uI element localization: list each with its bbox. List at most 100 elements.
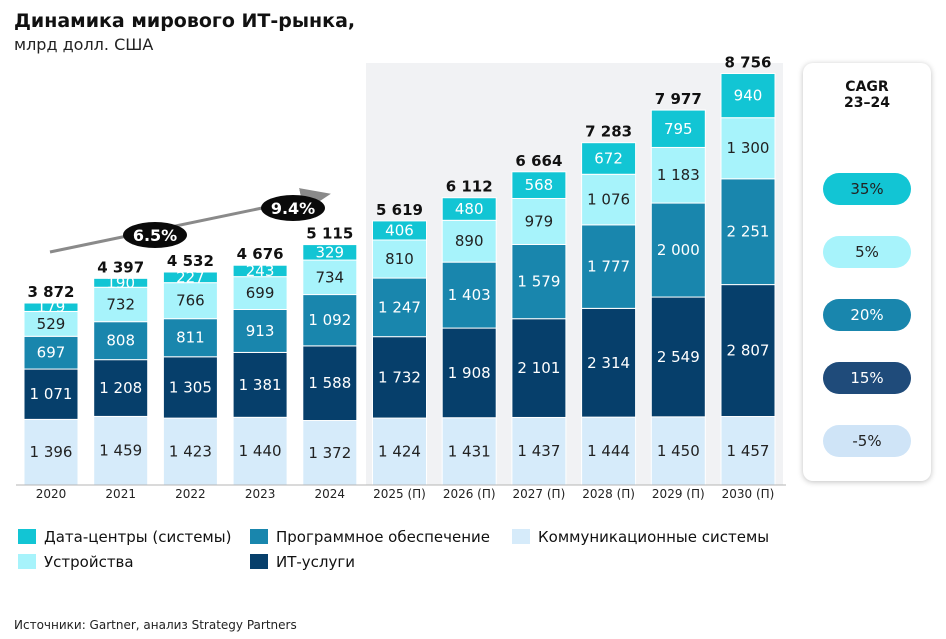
x-tick-label: 2024 bbox=[315, 487, 346, 501]
bar-segment-label: 1 403 bbox=[448, 286, 491, 304]
bar-segment bbox=[581, 416, 637, 486]
chart-title: Динамика мирового ИТ-рынка, bbox=[14, 10, 356, 32]
cagr-value-it-services: 15% bbox=[823, 362, 911, 394]
bar-segment bbox=[581, 224, 637, 309]
bar-segment-label: 2 000 bbox=[657, 241, 700, 259]
bar-segment-label: 913 bbox=[246, 322, 275, 340]
bar-segment-label: 1 450 bbox=[657, 442, 700, 460]
legend-label: Устройства bbox=[44, 553, 134, 571]
bar-segment-label: 890 bbox=[455, 232, 484, 250]
bar-segment-label: 568 bbox=[525, 176, 554, 194]
x-tick-label: 2027 (П) bbox=[513, 487, 566, 501]
bar-segment-label: 1 076 bbox=[587, 191, 630, 209]
bar-total-label: 8 756 bbox=[725, 54, 772, 72]
bar-segment bbox=[441, 197, 497, 221]
source-note: Источники: Gartner, анализ Strategy Part… bbox=[14, 618, 297, 632]
bar-segment bbox=[162, 356, 218, 419]
bar-segment bbox=[23, 368, 79, 420]
bar-segment-label: 2 549 bbox=[657, 348, 700, 366]
cagr-label: CAGR bbox=[845, 79, 889, 95]
bar-total-label: 5 619 bbox=[376, 201, 423, 219]
cagr-value-software: 20% bbox=[823, 299, 911, 331]
bar-segment-label: 697 bbox=[37, 344, 66, 362]
bar-segment-label: 2 314 bbox=[587, 354, 630, 372]
bar-segment-label: 1 305 bbox=[169, 378, 212, 396]
bar-segment bbox=[162, 271, 218, 284]
cagr-value-communications: -5% bbox=[823, 425, 911, 457]
bar-segment bbox=[511, 244, 567, 320]
bar-total-label: 3 872 bbox=[28, 283, 75, 301]
bar-segment-label: 179 bbox=[37, 298, 66, 316]
bar-total-label: 6 112 bbox=[446, 178, 493, 196]
bar-segment bbox=[232, 416, 288, 486]
bar-segment bbox=[650, 416, 706, 486]
legend-swatch bbox=[18, 554, 36, 569]
bar-segment-label: 190 bbox=[106, 274, 135, 292]
x-tick-label: 2025 (П) bbox=[373, 487, 426, 501]
bar-segment-label: 795 bbox=[664, 120, 693, 138]
bar-segment-label: 1 732 bbox=[378, 368, 421, 386]
x-tick-label: 2028 (П) bbox=[582, 487, 635, 501]
bar-segment bbox=[650, 146, 706, 204]
bar-total-label: 4 532 bbox=[167, 252, 214, 270]
legend-item-data-centers: Дата-центры (системы) bbox=[18, 528, 231, 546]
bar-segment-label: 1 423 bbox=[169, 443, 212, 461]
legend-item-communications: Коммуникационные системы bbox=[512, 528, 769, 546]
x-tick-label: 2020 bbox=[36, 487, 67, 501]
bar-segment-label: 1 579 bbox=[517, 273, 560, 291]
bar-segment-label: 734 bbox=[315, 268, 344, 286]
legend-label: Коммуникационные системы bbox=[538, 528, 770, 546]
x-tick-label: 2030 (П) bbox=[722, 487, 775, 501]
bar-segment bbox=[581, 142, 637, 175]
bar-segment bbox=[441, 327, 497, 419]
bar-segment-label: 672 bbox=[594, 149, 623, 167]
bar-segment bbox=[23, 310, 79, 337]
bar-segment-label: 699 bbox=[246, 284, 275, 302]
bar-segment-label: 329 bbox=[315, 243, 344, 261]
bar-segment-label: 243 bbox=[246, 262, 275, 280]
forecast-background bbox=[366, 63, 783, 485]
bar-segment bbox=[441, 417, 497, 486]
bar-segment bbox=[93, 286, 149, 323]
bar-segment bbox=[93, 359, 149, 417]
legend-item-software: Программное обеспечение bbox=[250, 528, 490, 546]
bar-segment-label: 1 071 bbox=[30, 385, 73, 403]
legend-label: ИТ-услуги bbox=[276, 553, 356, 571]
bar-segment-label: 406 bbox=[385, 221, 414, 239]
bar-segment-label: 1 444 bbox=[587, 442, 630, 460]
bar-segment bbox=[720, 117, 776, 180]
bar-segment bbox=[302, 345, 358, 422]
bar-segment-label: 1 247 bbox=[378, 298, 421, 316]
bar-segment-label: 940 bbox=[734, 87, 763, 105]
bar-segment-label: 2 101 bbox=[517, 359, 560, 377]
bar-segment bbox=[162, 282, 218, 320]
bar-segment-label: 480 bbox=[455, 200, 484, 218]
bar-segment-label: 1 431 bbox=[448, 442, 491, 460]
cagr-value-data-centers: 35% bbox=[823, 173, 911, 205]
bar-segment-label: 2 251 bbox=[727, 223, 770, 241]
bar-segment bbox=[23, 302, 79, 312]
growth-rate-label: 9.4% bbox=[271, 199, 315, 218]
bar-segment-label: 1 372 bbox=[308, 444, 351, 462]
x-tick-label: 2021 bbox=[105, 487, 136, 501]
bar-segment-label: 1 588 bbox=[308, 374, 351, 392]
cagr-panel: CAGR 23–24 35% 5% 20% 15% -5% bbox=[803, 63, 931, 481]
bar-segment bbox=[232, 309, 288, 353]
bar-total-label: 7 977 bbox=[655, 90, 702, 108]
bar-segment-label: 1 908 bbox=[448, 364, 491, 382]
bar-segment-label: 529 bbox=[37, 315, 66, 333]
x-tick-label: 2029 (П) bbox=[652, 487, 705, 501]
bar-segment bbox=[511, 318, 567, 418]
bar-total-label: 4 397 bbox=[97, 258, 144, 276]
bar-segment bbox=[93, 277, 149, 288]
bar-total-label: 4 676 bbox=[237, 245, 284, 263]
legend-item-devices: Устройства bbox=[18, 553, 134, 571]
bar-segment bbox=[650, 296, 706, 418]
x-tick-label: 2023 bbox=[245, 487, 276, 501]
bar-segment bbox=[581, 173, 637, 226]
bar-segment-label: 808 bbox=[106, 332, 135, 350]
bar-total-label: 5 115 bbox=[306, 225, 353, 243]
bar-segment-label: 1 777 bbox=[587, 258, 630, 276]
bar-segment bbox=[372, 239, 427, 279]
bar-segment bbox=[581, 307, 637, 418]
